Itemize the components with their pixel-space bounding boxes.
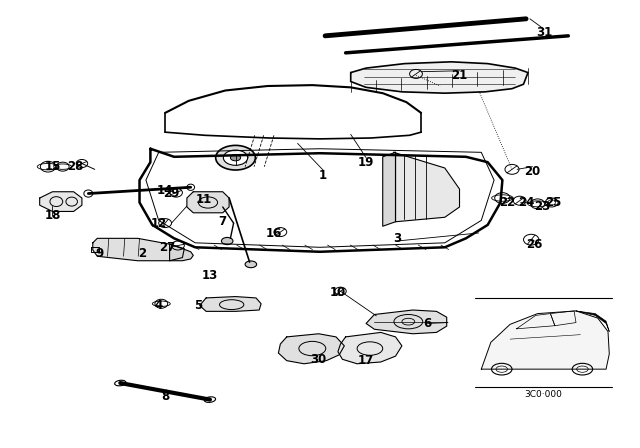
Text: 7: 7 (218, 215, 226, 228)
Text: 18: 18 (44, 209, 61, 223)
Text: 27: 27 (159, 241, 176, 254)
Text: 19: 19 (358, 155, 374, 169)
Text: 13: 13 (202, 269, 218, 282)
Text: 2: 2 (138, 246, 146, 260)
Text: 29: 29 (163, 187, 180, 200)
Polygon shape (200, 297, 261, 311)
Text: 24: 24 (518, 196, 534, 209)
Polygon shape (170, 244, 193, 261)
Ellipse shape (204, 397, 216, 402)
Text: 26: 26 (526, 237, 543, 251)
Text: 1: 1 (319, 169, 327, 182)
Text: 22: 22 (499, 196, 515, 209)
Polygon shape (366, 310, 447, 334)
Polygon shape (187, 192, 229, 213)
Polygon shape (351, 62, 528, 93)
Polygon shape (40, 192, 82, 211)
Polygon shape (576, 311, 609, 332)
Text: 4: 4 (155, 299, 163, 312)
Text: 23: 23 (534, 200, 551, 214)
Polygon shape (394, 152, 460, 222)
Ellipse shape (230, 155, 241, 161)
Polygon shape (383, 152, 396, 226)
Text: 5: 5 (195, 299, 202, 312)
Text: 30: 30 (310, 353, 327, 366)
Text: 3C0·000: 3C0·000 (525, 390, 563, 399)
Text: 25: 25 (545, 196, 562, 209)
Text: 28: 28 (67, 160, 84, 173)
Polygon shape (278, 334, 344, 364)
Text: 10: 10 (330, 285, 346, 299)
Ellipse shape (245, 261, 257, 268)
Ellipse shape (223, 150, 248, 165)
Polygon shape (93, 238, 184, 261)
Text: 15: 15 (44, 160, 61, 173)
Text: 20: 20 (524, 164, 541, 178)
Polygon shape (481, 311, 609, 369)
Text: 8: 8 (161, 390, 169, 403)
Text: 12: 12 (150, 216, 167, 230)
Text: 17: 17 (358, 354, 374, 367)
Text: 6: 6 (424, 317, 431, 330)
Ellipse shape (221, 237, 233, 245)
Text: 16: 16 (266, 227, 282, 241)
Text: 21: 21 (451, 69, 468, 82)
Text: 31: 31 (536, 26, 552, 39)
Text: 3: 3 (393, 232, 401, 245)
Ellipse shape (115, 380, 126, 386)
Ellipse shape (216, 145, 255, 170)
Text: 9: 9 (95, 246, 103, 260)
Polygon shape (338, 332, 402, 364)
Text: 11: 11 (195, 193, 212, 206)
Text: 14: 14 (157, 184, 173, 197)
